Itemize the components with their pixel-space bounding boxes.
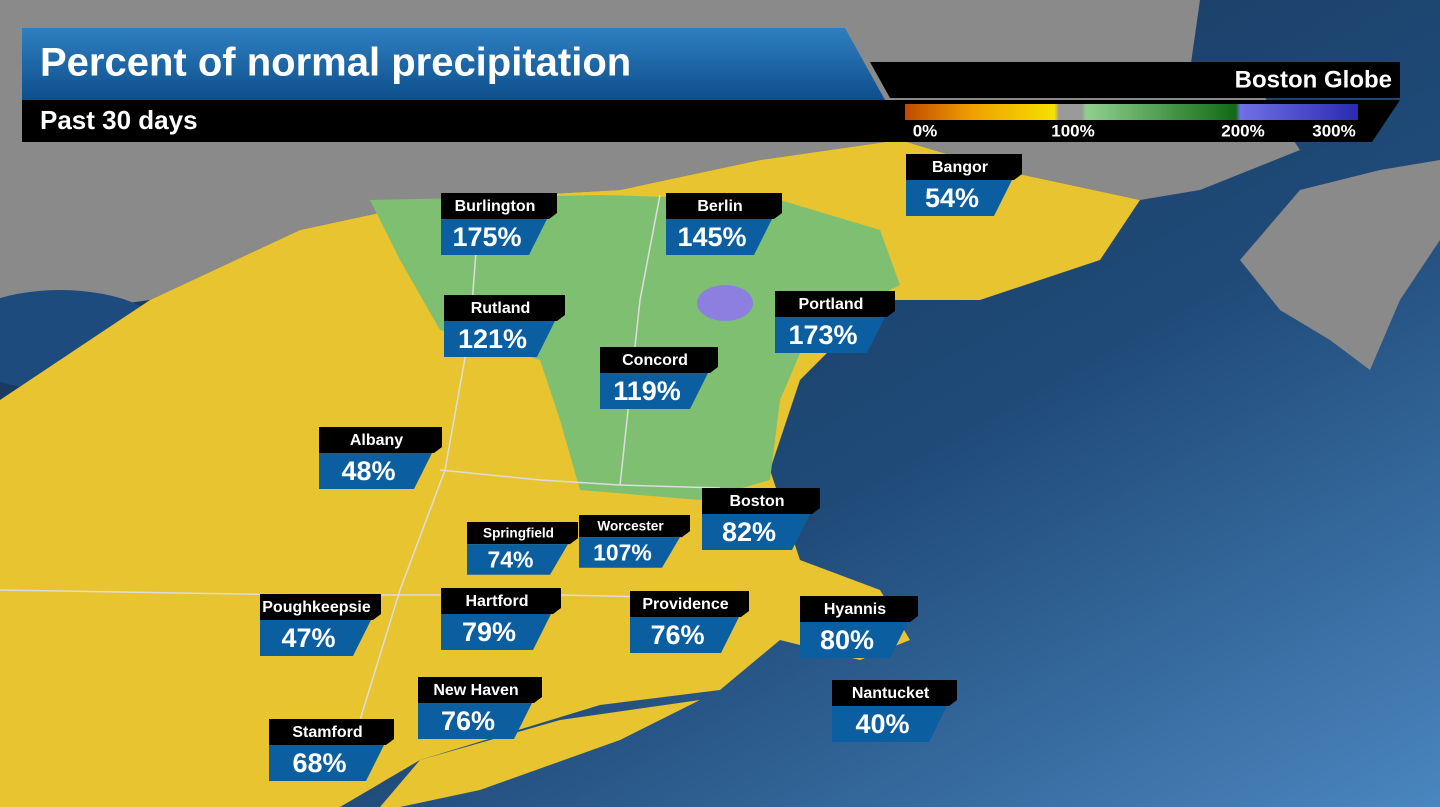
city-percent: 79% bbox=[462, 617, 516, 647]
city-name: Hyannis bbox=[824, 601, 886, 618]
city-name-box bbox=[800, 596, 918, 622]
title-banner bbox=[22, 28, 885, 100]
source-box bbox=[870, 62, 1400, 98]
city-percent: 121% bbox=[458, 324, 527, 354]
city-value-box bbox=[600, 373, 708, 409]
city-value-box bbox=[666, 219, 772, 255]
city-name-box bbox=[906, 154, 1022, 180]
city-percent: 74% bbox=[488, 546, 534, 572]
city-name: Providence bbox=[642, 596, 728, 613]
city-name-box bbox=[579, 515, 690, 538]
city-percent: 119% bbox=[613, 376, 681, 406]
city-value-box bbox=[579, 537, 680, 568]
city-name: Rutland bbox=[471, 300, 531, 317]
city-value-box bbox=[444, 321, 555, 357]
city-percent: 107% bbox=[593, 539, 652, 565]
legend-label: 0% bbox=[913, 121, 938, 140]
city-name-box bbox=[666, 193, 782, 219]
city-value-box bbox=[702, 514, 810, 550]
city-value-box bbox=[260, 620, 371, 656]
city-value-box bbox=[775, 317, 885, 353]
city-name-box bbox=[467, 522, 578, 545]
city-percent: 54% bbox=[925, 183, 979, 213]
city-percent: 48% bbox=[341, 456, 395, 486]
city-name: Hartford bbox=[465, 593, 528, 610]
city-value-box bbox=[269, 745, 384, 781]
city-percent: 40% bbox=[855, 709, 909, 739]
city-percent: 68% bbox=[292, 748, 346, 778]
city-name: Albany bbox=[350, 432, 403, 449]
city-percent: 76% bbox=[441, 706, 495, 736]
city-name-box bbox=[775, 291, 895, 317]
city-name: Concord bbox=[622, 352, 688, 369]
state-line bbox=[359, 199, 481, 721]
nova-scotia bbox=[1240, 160, 1440, 370]
city-name: Berlin bbox=[697, 198, 742, 215]
city-percent: 145% bbox=[677, 222, 746, 252]
city-name-box bbox=[702, 488, 820, 514]
source: Boston Globe bbox=[1235, 66, 1392, 93]
city-name: New Haven bbox=[433, 682, 518, 699]
city-name-box bbox=[441, 588, 561, 614]
city-name-box bbox=[260, 594, 381, 620]
city-name: Poughkeepsie bbox=[262, 599, 371, 616]
city-name-box bbox=[319, 427, 442, 453]
city-percent: 47% bbox=[281, 623, 335, 653]
legend-label: 200% bbox=[1221, 121, 1264, 140]
city-name: Boston bbox=[729, 493, 784, 510]
city-percent: 173% bbox=[788, 320, 857, 350]
city-value-box bbox=[906, 180, 1012, 216]
city-value-box bbox=[832, 706, 947, 742]
city-name-box bbox=[269, 719, 394, 745]
state-line bbox=[619, 194, 661, 486]
city-name: Portland bbox=[799, 296, 864, 313]
city-name-box bbox=[630, 591, 749, 617]
city-name-box bbox=[832, 680, 957, 706]
city-value-box bbox=[441, 219, 547, 255]
city-percent: 76% bbox=[650, 620, 704, 650]
long-island bbox=[380, 700, 700, 807]
city-name: Nantucket bbox=[852, 685, 930, 702]
city-name: Bangor bbox=[932, 159, 988, 176]
state-line bbox=[439, 469, 721, 489]
subtitle: Past 30 days bbox=[40, 105, 198, 135]
city-name-box bbox=[444, 295, 565, 321]
city-value-box bbox=[467, 544, 568, 575]
legend-label: 300% bbox=[1312, 121, 1355, 140]
legend-scale bbox=[905, 104, 1358, 120]
high-precip-area bbox=[697, 285, 753, 321]
city-value-box bbox=[319, 453, 432, 489]
city-name: Worcester bbox=[597, 519, 664, 534]
title: Percent of normal precipitation bbox=[40, 41, 631, 85]
city-value-box bbox=[630, 617, 739, 653]
city-name: Springfield bbox=[483, 526, 554, 541]
city-value-box bbox=[441, 614, 551, 650]
city-value-box bbox=[418, 703, 532, 739]
city-name-box bbox=[600, 347, 718, 373]
city-name: Stamford bbox=[292, 724, 362, 741]
city-percent: 80% bbox=[820, 625, 874, 655]
city-name: Burlington bbox=[455, 198, 536, 215]
legend-label: 100% bbox=[1051, 121, 1094, 140]
city-value-box bbox=[800, 622, 908, 658]
city-percent: 82% bbox=[722, 517, 776, 547]
city-name-box bbox=[441, 193, 557, 219]
city-name-box bbox=[418, 677, 542, 703]
city-percent: 175% bbox=[452, 222, 521, 252]
